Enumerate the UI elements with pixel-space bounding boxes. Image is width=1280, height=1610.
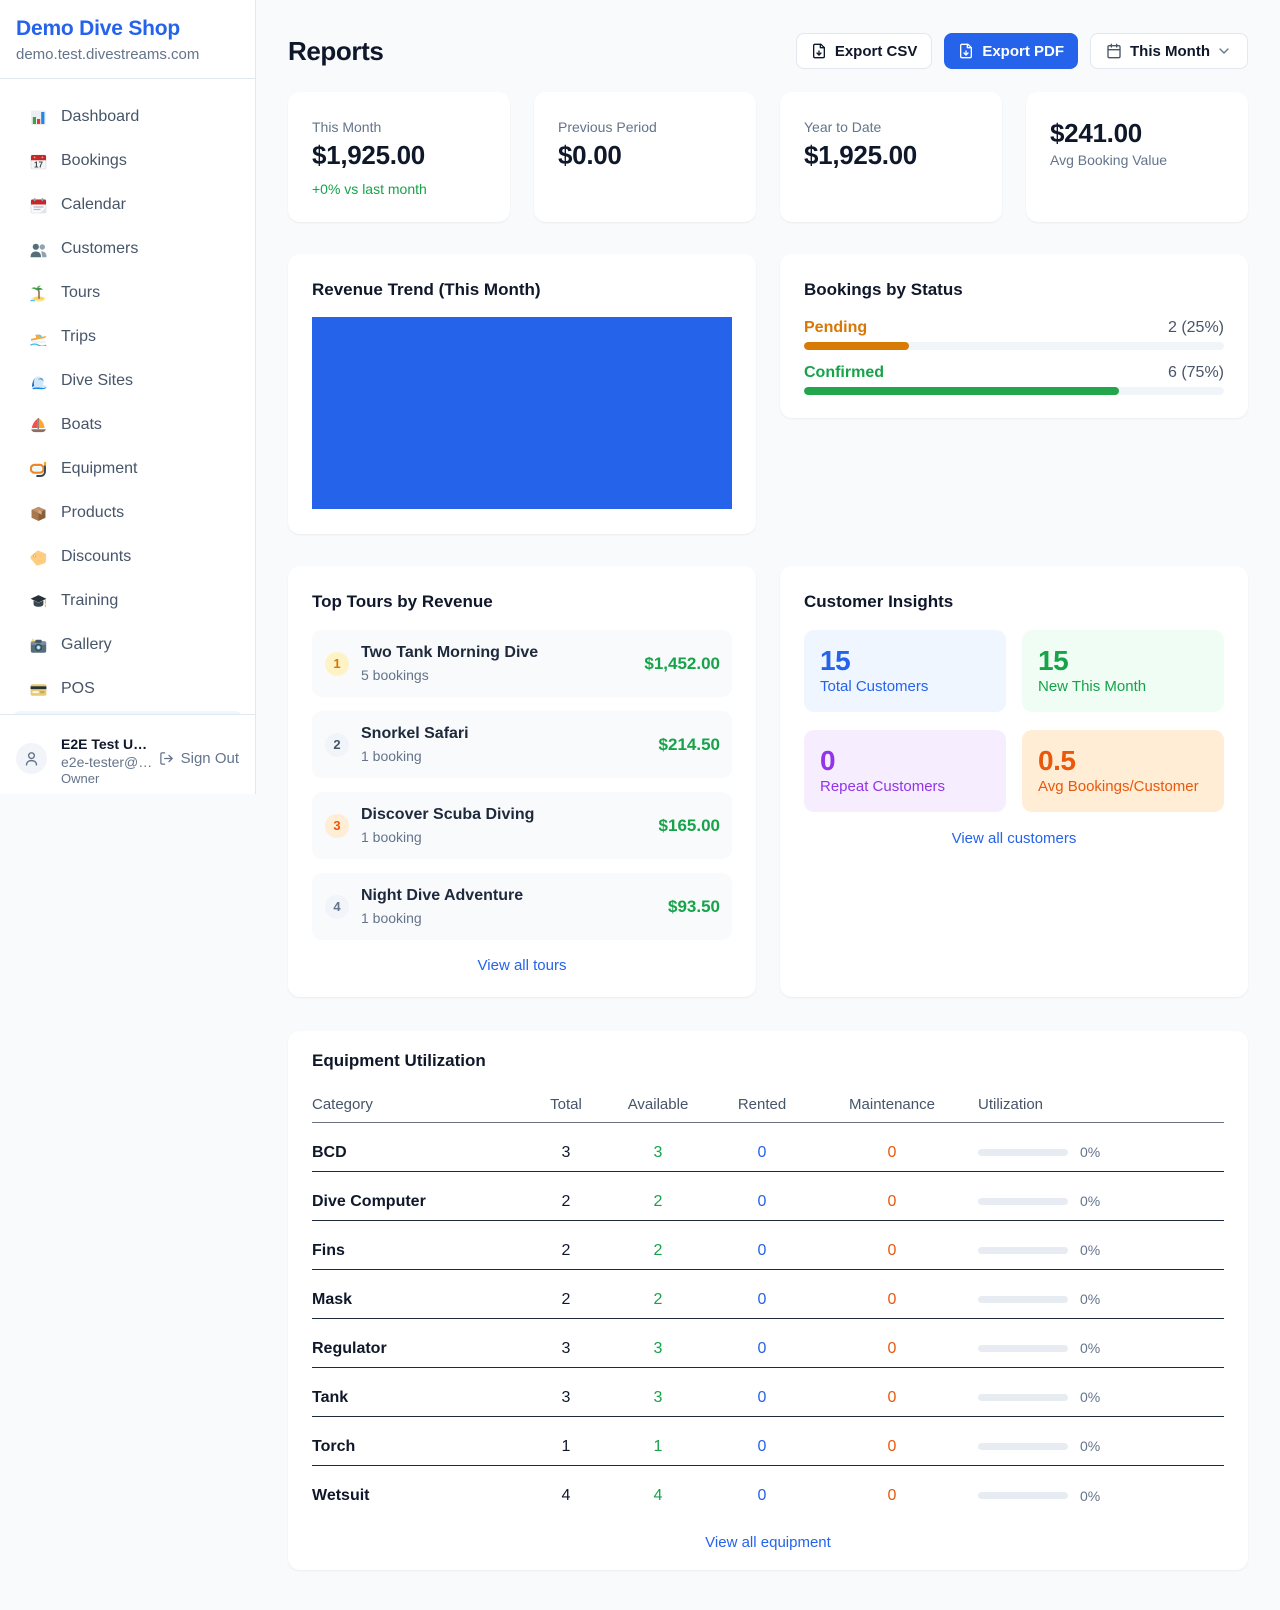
svg-text:17: 17 [34,160,43,169]
